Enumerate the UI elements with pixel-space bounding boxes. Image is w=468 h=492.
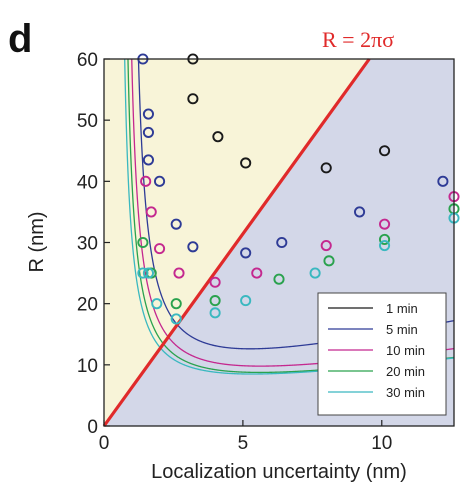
y-tick-label: 20 [77, 295, 98, 316]
y-tick-label: 60 [77, 50, 98, 71]
legend-label-3: 10 min [386, 343, 425, 358]
x-axis-label: Localization uncertainty (nm) [151, 461, 407, 483]
legend-label-5: 30 min [386, 385, 425, 400]
x-tick-label: 5 [238, 433, 249, 454]
reference-line-annotation: R = 2πσ [322, 27, 394, 52]
y-tick-label: 0 [87, 417, 98, 438]
y-tick-label: 10 [77, 356, 98, 377]
legend-label-4: 20 min [386, 364, 425, 379]
x-tick-label: 10 [371, 433, 392, 454]
legend-box [318, 293, 446, 415]
x-tick-label: 0 [99, 433, 110, 454]
y-axis-label: R (nm) [26, 211, 48, 272]
y-tick-label: 30 [77, 234, 98, 255]
y-tick-label: 50 [77, 111, 98, 132]
legend-label-2: 5 min [386, 322, 418, 337]
legend: 1 min 5 min 10 min 20 min 30 min [318, 293, 446, 415]
legend-label-1: 1 min [386, 301, 418, 316]
panel-label: d [8, 17, 32, 61]
y-tick-label: 40 [77, 172, 98, 193]
